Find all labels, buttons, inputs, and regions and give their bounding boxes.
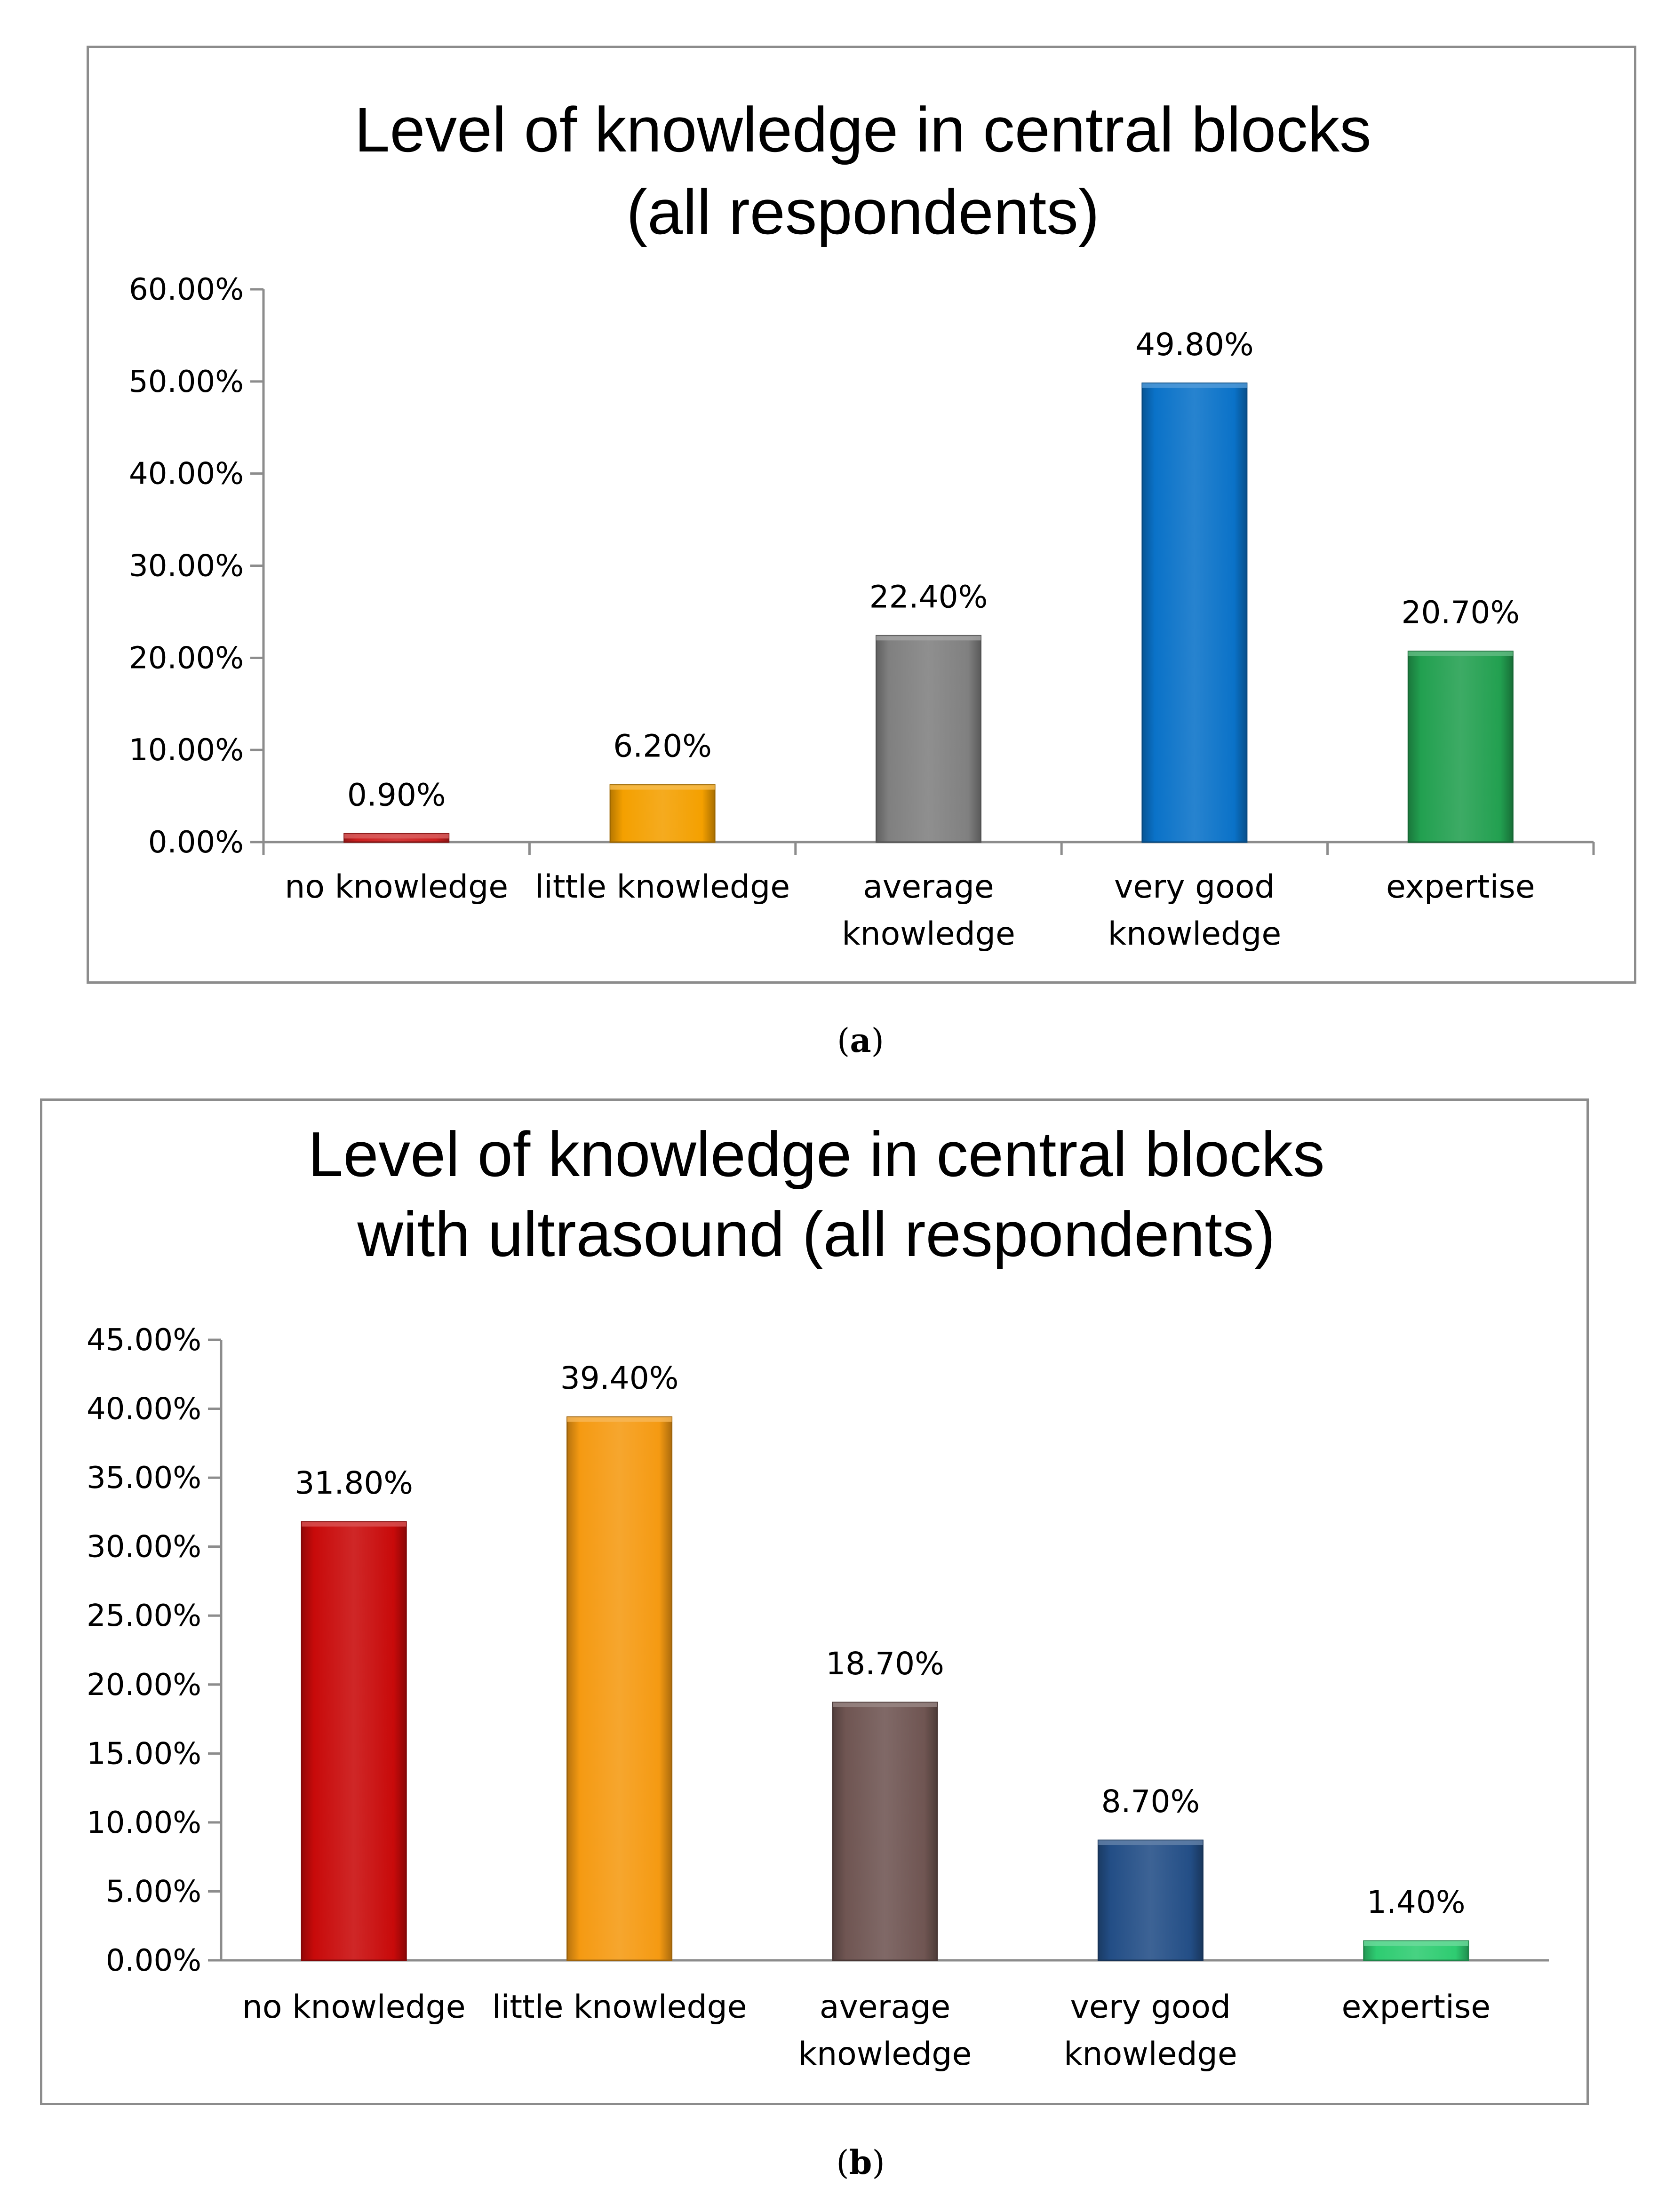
chart-a-bar xyxy=(609,784,716,843)
chart-a-data-label: 22.40% xyxy=(869,579,988,615)
chart-a-category-label: very good xyxy=(1114,868,1275,906)
chart-b-category-label: average xyxy=(820,1989,950,2026)
chart-a-y-tick-label: 50.00% xyxy=(129,365,244,399)
chart-a-y-tick-label: 10.00% xyxy=(129,733,244,768)
chart-a-y-tick-label: 40.00% xyxy=(129,457,244,492)
chart-b-y-tick-label: 25.00% xyxy=(87,1599,201,1633)
chart-b-bar xyxy=(566,1416,673,1961)
chart-a-data-label: 49.80% xyxy=(1135,326,1254,363)
caption-a: (a) xyxy=(837,1021,884,1060)
chart-a-bar-highlight xyxy=(610,785,715,790)
chart-a-y-tick-label: 60.00% xyxy=(129,272,244,307)
chart-b-bar-highlight xyxy=(567,1417,672,1422)
chart-b-bar-highlight xyxy=(1363,1941,1468,1946)
chart-a-y-tick-label: 30.00% xyxy=(129,549,244,584)
chart-b: Level of knowledge in central blocks with… xyxy=(87,1119,1549,2073)
chart-a-y-tick-label: 20.00% xyxy=(129,641,244,676)
chart-b-data-label: 39.40% xyxy=(560,1360,679,1396)
chart-b-y-tick-label: 0.00% xyxy=(106,1943,201,1978)
chart-a-category-label: little knowledge xyxy=(535,868,790,906)
chart-a-bar xyxy=(1407,651,1514,843)
chart-a-y-tick-label: 0.00% xyxy=(148,825,244,860)
chart-b-bar-highlight xyxy=(833,1702,937,1707)
caption-a-letter: a xyxy=(850,1021,871,1060)
chart-b-y-tick-label: 10.00% xyxy=(87,1806,201,1840)
chart-a-category-label: average xyxy=(863,868,994,906)
chart-a-category-label: knowledge xyxy=(842,915,1015,953)
chart-b-category-label: knowledge xyxy=(1064,2036,1237,2073)
chart-a-title-line: Level of knowledge in central blocks xyxy=(354,94,1371,165)
chart-b-bar xyxy=(1097,1839,1204,1961)
chart-b-y-tick-label: 45.00% xyxy=(87,1323,201,1358)
chart-b-category-label: no knowledge xyxy=(242,1989,466,2026)
chart-a-category-label: expertise xyxy=(1386,868,1535,906)
chart-b-bar xyxy=(301,1521,407,1961)
caption-b-letter: b xyxy=(849,2143,872,2182)
chart-b-panel: Level of knowledge in central blocks with… xyxy=(40,1098,1589,2105)
chart-b-data-label: 8.70% xyxy=(1101,1783,1200,1820)
chart-a-data-label: 0.90% xyxy=(347,777,446,813)
chart-a-data-label: 20.70% xyxy=(1401,595,1520,631)
chart-b-data-label: 1.40% xyxy=(1367,1884,1466,1920)
chart-b-title-line: Level of knowledge in central blocks xyxy=(308,1119,1324,1190)
chart-a-bar xyxy=(876,635,981,843)
chart-b-category-label: expertise xyxy=(1341,1989,1491,2026)
chart-a-category-label: no knowledge xyxy=(285,868,508,906)
chart-a-bar-highlight xyxy=(344,834,449,839)
chart-b-bar xyxy=(832,1702,938,1961)
chart-b-y-tick-label: 20.00% xyxy=(87,1668,201,1703)
chart-b-bar-highlight xyxy=(302,1521,407,1527)
caption-b: (b) xyxy=(836,2143,885,2182)
chart-b-category-label: little knowledge xyxy=(492,1989,747,2026)
chart-a-category-label: knowledge xyxy=(1108,915,1282,953)
chart-b-y-tick-label: 35.00% xyxy=(87,1461,201,1496)
chart-b-y-tick-label: 15.00% xyxy=(87,1736,201,1771)
chart-a: Level of knowledge in central blocks (all… xyxy=(129,94,1595,953)
chart-b-category-label: very good xyxy=(1070,1989,1231,2026)
chart-a-bar-highlight xyxy=(1408,651,1513,656)
chart-a-bar-highlight xyxy=(876,636,981,641)
chart-b-bar-highlight xyxy=(1098,1840,1203,1845)
chart-b-y-tick-label: 30.00% xyxy=(87,1530,201,1565)
chart-b-y-tick-label: 40.00% xyxy=(87,1392,201,1427)
chart-b-data-label: 18.70% xyxy=(826,1646,944,1682)
chart-b-title-line: with ultrasound (all respondents) xyxy=(357,1199,1275,1270)
chart-a-bar-highlight xyxy=(1142,383,1247,388)
chart-b-y-tick-label: 5.00% xyxy=(106,1874,201,1909)
chart-b-data-label: 31.80% xyxy=(295,1465,413,1501)
chart-a-data-label: 6.20% xyxy=(613,728,712,764)
chart-a-panel: Level of knowledge in central blocks (all… xyxy=(87,46,1636,984)
chart-b-category-label: knowledge xyxy=(798,2036,972,2073)
chart-a-title-line: (all respondents) xyxy=(626,176,1100,247)
chart-a-bar xyxy=(1141,382,1248,843)
